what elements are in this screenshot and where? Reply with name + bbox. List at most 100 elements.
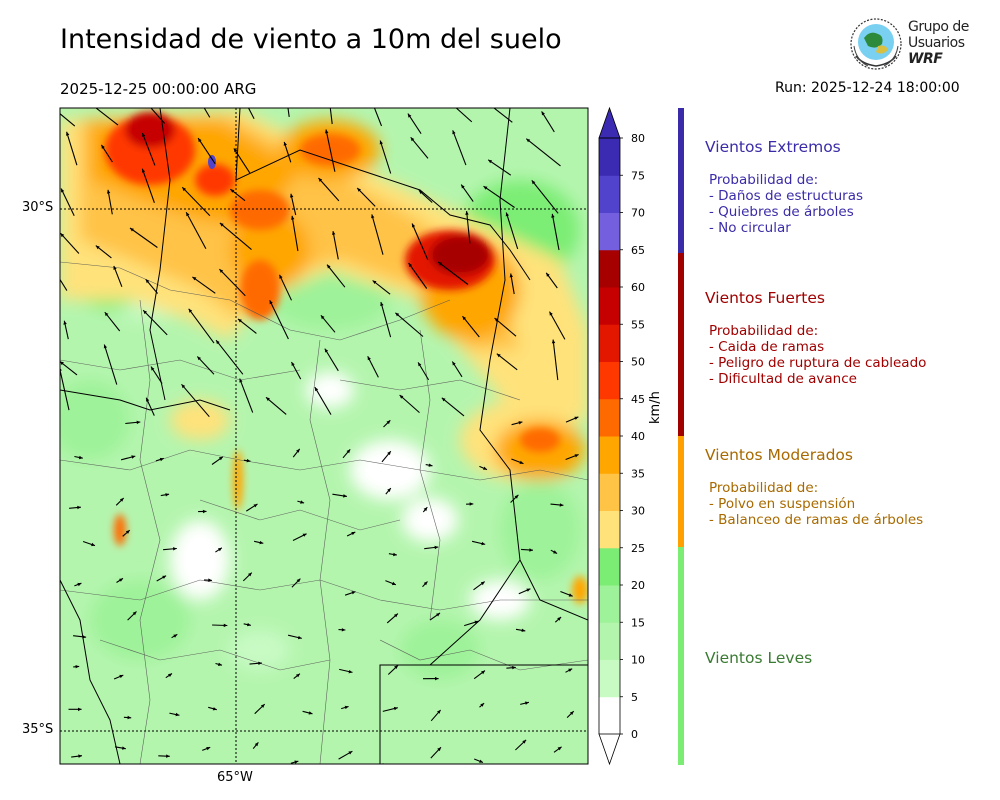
wind-vector-head [324, 348, 329, 353]
colorbar-tick-label: 80 [631, 132, 645, 145]
wind-vector-head [60, 233, 65, 238]
wind-vector-head [519, 460, 524, 464]
wind-vector-head [142, 132, 146, 137]
wind-vector-head [393, 552, 397, 557]
wrf-users-logo: Grupo de Usuarios WRF [848, 16, 973, 74]
wind-vector-head [574, 416, 579, 420]
wind-vector-head [294, 760, 299, 764]
wind-vector [372, 280, 391, 295]
wind-vector [408, 262, 428, 289]
wind-vector-head [159, 457, 164, 462]
wind-vector-head [119, 498, 124, 502]
wind-vector-head [139, 95, 143, 99]
wind-vector [395, 312, 424, 337]
wind-vector [265, 396, 287, 415]
wind-vector-head [103, 344, 108, 349]
wind-vector [437, 261, 469, 285]
wind-vector-head [444, 97, 448, 101]
colorbar-segment [599, 287, 620, 325]
colorbar-tick-label: 10 [631, 654, 645, 667]
wind-vector-head [66, 131, 70, 136]
logo-line1: Grupo de [908, 19, 969, 35]
wind-vector-head [494, 318, 499, 322]
wind-vector-head [488, 159, 493, 164]
colorbar-tick-label: 0 [631, 728, 638, 741]
run-time: Run: 2025-12-24 18:00:00 [775, 80, 960, 96]
wind-vector-head [418, 362, 422, 367]
category-title: Vientos Fuertes [705, 289, 825, 307]
wind-vector-head [525, 701, 529, 705]
wind-vector-head [260, 704, 265, 708]
wind-vector [549, 311, 566, 340]
wind-vector [142, 309, 168, 336]
wind-vector-head [395, 312, 400, 317]
wind-vector [60, 232, 80, 254]
wind-vector-head [86, 100, 90, 104]
wind-vector-head [282, 74, 285, 78]
colorbar-segment [599, 138, 620, 176]
wind-vector-head [127, 715, 132, 720]
colorbar-segment [599, 659, 620, 698]
wind-field [60, 74, 588, 764]
category-line: - Polvo en suspensión [709, 496, 856, 512]
wind-vector [483, 185, 515, 208]
wind-vector [493, 108, 513, 123]
wind-vector-head [469, 502, 474, 506]
wind-vector-head [219, 269, 224, 273]
wind-vector-head [208, 578, 212, 582]
wind-vector-head [348, 670, 353, 674]
category-line: - Dificultad de avance [709, 371, 857, 387]
wind-vector-head [518, 421, 523, 425]
wind-vector-head [78, 707, 82, 712]
wind-vector-head [557, 746, 562, 751]
wind-vector-head [168, 673, 172, 677]
wind-vector-head [496, 353, 501, 358]
wind-vector-head [437, 747, 441, 752]
wind-vector [371, 214, 384, 255]
wind-vector-head [113, 265, 117, 270]
wind-vector [219, 268, 246, 297]
wind-vector-head [526, 138, 531, 143]
wind-vector-head [223, 623, 228, 628]
wind-vector-head [219, 222, 224, 227]
wind-vector [314, 386, 332, 415]
wind-vector-head [122, 746, 126, 750]
wind-vector [269, 299, 289, 340]
wind-vector [494, 317, 517, 337]
colorbar-tick-label: 65 [631, 244, 645, 257]
wind-vector-head [188, 308, 193, 313]
wind-vector [462, 315, 480, 338]
wind-category: Vientos Extremos Probabilidad de: - Daños … [705, 138, 863, 236]
wind-vector-head [435, 676, 439, 681]
wind-vector-head [341, 628, 346, 632]
wind-vector [279, 274, 292, 301]
wind-vector [95, 108, 119, 126]
wind-vector-head [483, 466, 487, 470]
wind-vector-head [61, 188, 65, 193]
wind-vector-head [387, 451, 391, 456]
category-line: Probabilidad de: [709, 323, 819, 339]
wind-vector-head [131, 455, 136, 459]
category-line: - No circular [709, 220, 791, 236]
colorbar-tick-label: 30 [631, 505, 645, 518]
wind-vector-head [351, 591, 356, 595]
wind-vector [324, 348, 339, 372]
wind-vector [329, 108, 333, 125]
wind-vector [60, 188, 75, 216]
colorbar-tick-label: 75 [631, 169, 645, 182]
wind-vector [219, 222, 252, 251]
wind-vector [332, 230, 339, 260]
wind-vector-head [462, 316, 467, 321]
wind-vector-head [371, 214, 375, 219]
wind-vector [291, 215, 299, 252]
colorbar-tick-label: 5 [631, 691, 638, 704]
wind-vector-head [91, 542, 95, 547]
wind-vector [399, 394, 420, 414]
wind-vector-head [63, 320, 67, 325]
wind-vector-head [266, 397, 270, 401]
wind-vector-head [418, 190, 423, 194]
wind-vector-head [297, 635, 302, 640]
wind-vector-head [327, 264, 331, 269]
wind-vector [407, 113, 422, 135]
wind-vector [192, 276, 216, 294]
